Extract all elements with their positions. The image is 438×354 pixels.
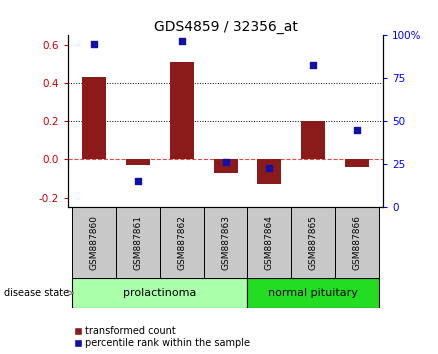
Bar: [72, 278, 247, 308]
Bar: [247, 207, 291, 278]
Bar: [126, 159, 150, 165]
Text: prolactinoma: prolactinoma: [123, 288, 197, 298]
Text: GSM887863: GSM887863: [221, 215, 230, 270]
Bar: [82, 78, 106, 159]
Point: [178, 38, 185, 44]
Text: GSM887862: GSM887862: [177, 215, 186, 270]
Bar: [247, 278, 379, 308]
Point: [266, 165, 273, 170]
Point: [134, 178, 141, 184]
Bar: [291, 207, 335, 278]
Title: GDS4859 / 32356_at: GDS4859 / 32356_at: [154, 21, 297, 34]
Bar: [335, 207, 379, 278]
Text: disease state: disease state: [4, 288, 70, 298]
Point: [353, 127, 360, 133]
Bar: [204, 207, 247, 278]
Bar: [160, 207, 204, 278]
Text: GSM887865: GSM887865: [309, 215, 318, 270]
Bar: [258, 159, 282, 184]
Bar: [170, 62, 194, 159]
Bar: [214, 159, 238, 173]
Text: GSM887860: GSM887860: [90, 215, 99, 270]
Text: normal pituitary: normal pituitary: [268, 288, 358, 298]
Text: GSM887866: GSM887866: [353, 215, 361, 270]
Legend: transformed count, percentile rank within the sample: transformed count, percentile rank withi…: [73, 325, 251, 349]
Text: GSM887861: GSM887861: [134, 215, 142, 270]
Point: [222, 160, 229, 165]
Point: [91, 41, 98, 47]
Bar: [116, 207, 160, 278]
Text: GSM887864: GSM887864: [265, 215, 274, 270]
Bar: [345, 159, 369, 167]
Bar: [72, 207, 116, 278]
Bar: [301, 121, 325, 159]
Point: [310, 62, 317, 67]
